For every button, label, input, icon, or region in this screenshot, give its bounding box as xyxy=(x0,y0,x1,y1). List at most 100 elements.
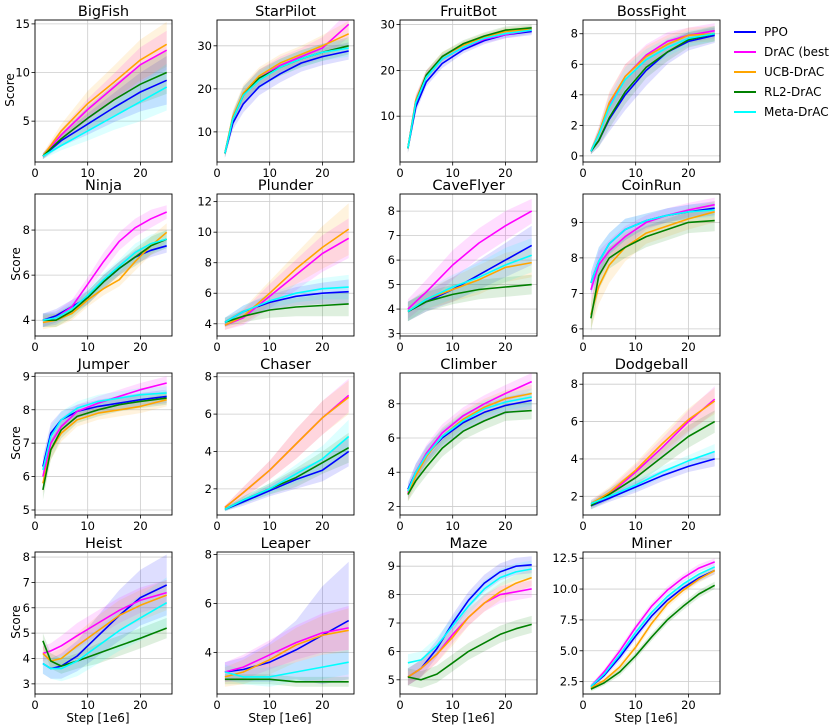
series-line-drac-best xyxy=(42,382,167,477)
axes-frame xyxy=(399,372,538,516)
y-tick-label: 20 xyxy=(380,63,395,77)
series-line-meta-drac xyxy=(224,661,349,678)
legend-label-ppo: PPO xyxy=(764,25,788,39)
y-tick-label: 9 xyxy=(23,369,30,383)
subplot-title: Leaper xyxy=(261,536,311,552)
x-axis-label-col-4: Step [1e6] xyxy=(614,711,677,725)
band-ucb-drac xyxy=(224,203,349,330)
series-line-meta-drac xyxy=(42,392,167,471)
series-line-ucb-drac xyxy=(42,43,168,157)
y-tick-label: 7 xyxy=(388,616,395,630)
y-tick-label: 20 xyxy=(197,82,212,96)
x-tick-label: 10 xyxy=(80,340,95,354)
x-tick-label: 20 xyxy=(315,340,330,354)
x-tick-label: 20 xyxy=(681,340,696,354)
series-line-ppo xyxy=(407,564,532,678)
y-tick-label: 12.5 xyxy=(552,551,578,565)
y-axis-labels: Score Score Score Score xyxy=(3,73,23,639)
subplot-title: Chaser xyxy=(260,357,311,373)
series-line-rl2-drac xyxy=(590,219,715,319)
legend-label-ucb-drac: UCB-DrAC xyxy=(764,65,824,79)
plot-area-leaper xyxy=(224,561,350,687)
axes-frame xyxy=(34,551,173,695)
subplot-caveflyer: 3 4 5 6 7 8 0 10 20 CaveFlyer xyxy=(388,178,538,354)
band-rl2-drac xyxy=(407,24,532,153)
x-tick-label: 20 xyxy=(681,166,696,180)
subplot-starpilot: 10 20 30 0 10 20 StarPilot xyxy=(197,4,355,180)
x-tick-label: 20 xyxy=(133,166,148,180)
x-tick-label: 10 xyxy=(445,519,460,533)
y-tick-label: 30 xyxy=(197,39,212,53)
plot-area-fruitbot xyxy=(407,24,532,153)
band-rl2-drac xyxy=(224,291,349,327)
band-ucb-drac xyxy=(407,247,532,322)
series-line-ucb-drac xyxy=(224,629,349,678)
x-tick-label: 20 xyxy=(498,166,513,180)
subplot-bossfight: 0 2 4 6 8 0 10 20 BossFight xyxy=(571,4,721,180)
subplot-title: StarPilot xyxy=(255,4,316,20)
y-tick-label: 2 xyxy=(205,482,212,496)
y-tick-label: 9 xyxy=(571,215,578,229)
plot-area-caveflyer xyxy=(407,198,533,322)
plot-area-maze xyxy=(407,556,532,689)
x-tick-label: 10 xyxy=(80,519,95,533)
y-tick-label: 8 xyxy=(205,256,212,270)
plot-area-bigfish xyxy=(42,21,168,160)
series-line-ucb-drac xyxy=(224,396,350,509)
subplot-leaper: 4 6 8 0 10 20 Leaper xyxy=(205,536,355,712)
band-meta-drac xyxy=(224,419,349,512)
y-tick-label: 8 xyxy=(23,223,30,237)
x-tick-label: 20 xyxy=(498,519,513,533)
y-tick-label: 8 xyxy=(571,27,578,41)
series-line-ppo xyxy=(590,458,715,507)
series-line-ppo xyxy=(224,50,349,154)
x-tick-label: 0 xyxy=(396,340,403,354)
x-tick-label: 20 xyxy=(315,519,330,533)
y-tick-label: 2.5 xyxy=(560,675,578,689)
x-tick-label: 20 xyxy=(681,698,696,712)
y-tick-label: 6 xyxy=(388,644,395,658)
x-tick-label: 20 xyxy=(498,340,513,354)
subplot-title: Miner xyxy=(631,536,672,552)
x-tick-label: 0 xyxy=(213,166,220,180)
y-tick-label: 5 xyxy=(23,114,30,128)
band-drac-best xyxy=(407,26,532,153)
x-tick-label: 0 xyxy=(579,166,586,180)
x-tick-label: 10 xyxy=(262,166,277,180)
y-tick-label: 4 xyxy=(388,302,395,316)
y-tick-label: 4 xyxy=(388,465,395,479)
series-line-meta-drac xyxy=(224,286,349,323)
x-tick-label: 20 xyxy=(133,519,148,533)
axes-frame xyxy=(582,551,721,695)
axes-frame xyxy=(399,19,538,163)
x-tick-label: 0 xyxy=(31,166,38,180)
x-axis-label-col-2: Step [1e6] xyxy=(248,711,311,725)
band-drac-best xyxy=(224,218,349,330)
x-tick-label: 10 xyxy=(628,340,643,354)
subplot-title: BossFight xyxy=(617,4,687,20)
subplot-plunder: 4 6 8 10 12 0 10 20 Plunder xyxy=(197,178,355,354)
y-tick-label: 6 xyxy=(23,601,30,615)
x-tick-label: 10 xyxy=(445,166,460,180)
y-axis-label-row-3: Score xyxy=(9,426,23,460)
y-tick-label: 2 xyxy=(388,499,395,513)
y-tick-label: 4 xyxy=(205,444,212,458)
band-drac-best xyxy=(42,376,167,487)
y-tick-label: 7 xyxy=(23,575,30,589)
subplot-chaser: 2 4 6 8 0 10 20 Chaser xyxy=(205,357,355,533)
series-line-rl2-drac xyxy=(224,303,349,324)
x-tick-label: 20 xyxy=(315,166,330,180)
y-tick-label: 6 xyxy=(205,407,212,421)
x-axis-labels: Step [1e6] Step [1e6] Step [1e6] Step [1… xyxy=(66,711,677,725)
subplot-title: Dodgeball xyxy=(615,357,689,373)
x-axis-label-col-3: Step [1e6] xyxy=(431,711,494,725)
y-tick-label: 2 xyxy=(571,118,578,132)
band-ppo xyxy=(590,201,715,294)
series-line-drac-best xyxy=(224,627,349,673)
series-line-ucb-drac xyxy=(590,211,715,315)
x-tick-label: 10 xyxy=(80,698,95,712)
series-line-ucb-drac xyxy=(590,569,716,689)
y-tick-label: 7 xyxy=(571,286,578,300)
x-tick-label: 0 xyxy=(396,698,403,712)
subplot-jumper: 5 6 7 8 9 0 10 20 Jumper xyxy=(23,357,173,533)
